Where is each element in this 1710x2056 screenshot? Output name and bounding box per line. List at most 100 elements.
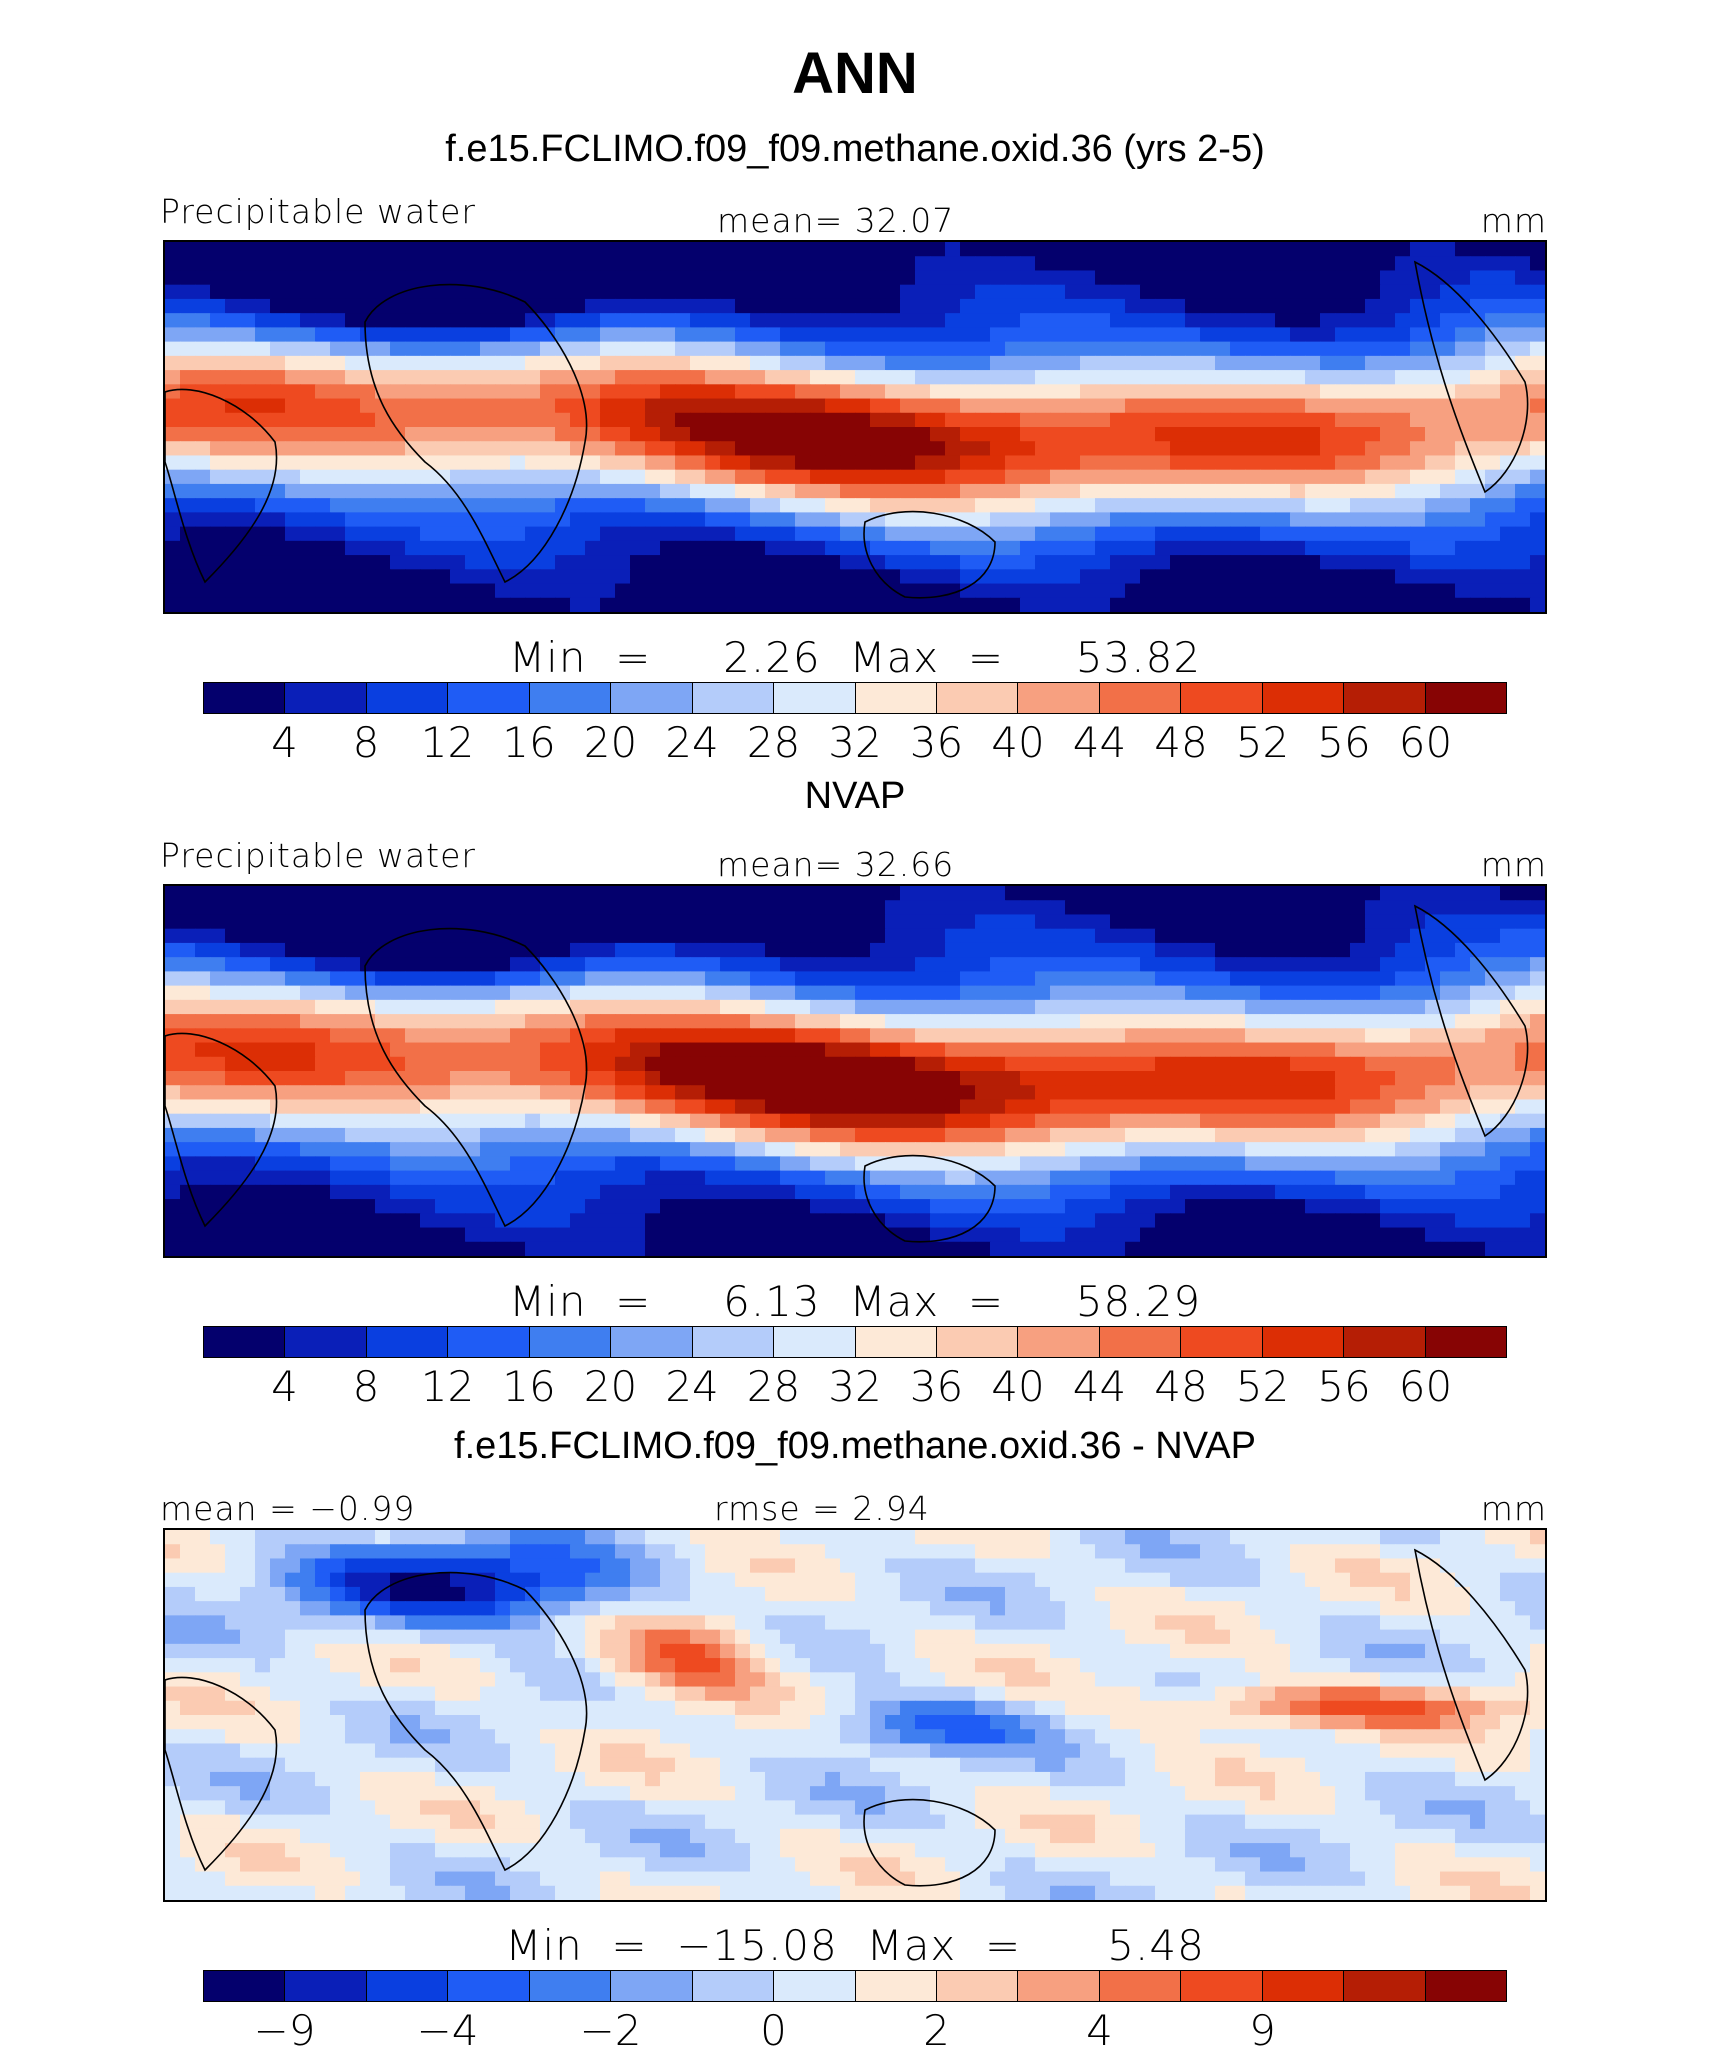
contour-cell [1395,583,1411,599]
contour-cell [1080,1085,1096,1101]
contour-cell [765,526,781,542]
contour-cell [705,1142,721,1157]
contour-cell [960,1142,976,1157]
contour-cell [360,971,376,987]
contour-cell [360,1071,376,1086]
contour-cell [330,1099,346,1115]
contour-cell [1095,412,1111,428]
contour-cell [1350,1099,1366,1115]
contour-cell [1410,886,1426,901]
contour-cell [645,1071,661,1086]
contour-cell [1065,1127,1081,1143]
contour-cell [900,555,916,570]
contour-cell [1185,540,1201,556]
contour-cell [630,1142,646,1157]
contour-cell [225,1056,241,1072]
contour-cell [765,469,781,485]
contour-cell [630,957,646,972]
contour-cell [210,483,226,499]
contour-cell [1515,1241,1531,1256]
contour-cell [1215,583,1231,599]
contour-cell [855,914,871,930]
contour-cell [240,441,256,457]
contour-cell [240,483,256,499]
contour-cell [375,498,391,513]
contour-cell [1440,284,1456,300]
contour-cell [1485,384,1501,400]
contour-cell [390,914,406,930]
contour-cell [1365,498,1381,513]
contour-cell [465,384,481,400]
contour-cell [1110,1156,1126,1172]
contour-cell [720,1184,736,1200]
contour-cell [165,1544,181,1560]
contour-cell [615,1071,631,1086]
contour-cell [390,327,406,343]
contour-cell [1215,1014,1231,1029]
contour-cell [480,1113,496,1129]
contour-cell [660,284,676,300]
contour-cell [900,498,916,513]
contour-cell [1215,928,1231,944]
contour-cell [795,928,811,944]
contour-cell [690,1127,706,1143]
contour-cell [1350,1199,1366,1214]
contour-cell [1080,455,1096,471]
contour-cell [510,555,526,570]
contour-cell [900,1099,916,1115]
contour-cell [1245,1156,1261,1172]
contour-cell [900,1042,916,1058]
contour-cell [165,483,181,499]
contour-cell [405,341,421,357]
colorbar-tick-label: 40 [991,718,1045,767]
contour-cell [1305,384,1321,400]
contour-cell [1410,1184,1426,1200]
contour-cell [1185,512,1201,528]
contour-cell [720,1227,736,1243]
contour-cell [165,427,181,442]
contour-cell [465,1028,481,1044]
contour-cell [1020,526,1036,542]
contour-cell [705,284,721,300]
contour-cell [480,455,496,471]
contour-cell [1305,1241,1321,1256]
contour-cell [690,555,706,570]
contour-cell [360,341,376,357]
contour-cell [450,957,466,972]
contour-cell [750,1199,766,1214]
contour-cell [660,1099,676,1115]
colorbar-swatch [1425,683,1506,713]
contour-cell [1260,1071,1276,1086]
contour-cell [360,540,376,556]
contour-cell [1335,1127,1351,1143]
contour-cell [1125,1099,1141,1115]
contour-cell [825,284,841,300]
contour-cell [1350,1241,1366,1256]
contour-cell [405,455,421,471]
contour-cell [1170,971,1186,987]
contour-cell [1035,999,1051,1015]
contour-cell [390,498,406,513]
contour-cell [645,971,661,987]
contour-cell [570,427,586,442]
contour-cell [1230,1530,1246,1545]
contour-cell [795,441,811,457]
contour-cell [1395,313,1411,328]
contour-cell [1005,1099,1021,1115]
contour-cell [345,370,361,385]
contour-cell [525,555,541,570]
contour-cell [795,1170,811,1186]
contour-cell [495,583,511,599]
contour-cell [825,1071,841,1086]
contour-cell [765,327,781,343]
contour-cell [225,999,241,1015]
contour-cell [345,384,361,400]
contour-cell [420,313,436,328]
contour-cell [930,1227,946,1243]
contour-cell [675,914,691,930]
contour-cell [765,1213,781,1229]
contour-cell [345,555,361,570]
contour-cell [1200,427,1216,442]
contour-cell [1455,886,1471,901]
contour-cell [1335,1042,1351,1058]
